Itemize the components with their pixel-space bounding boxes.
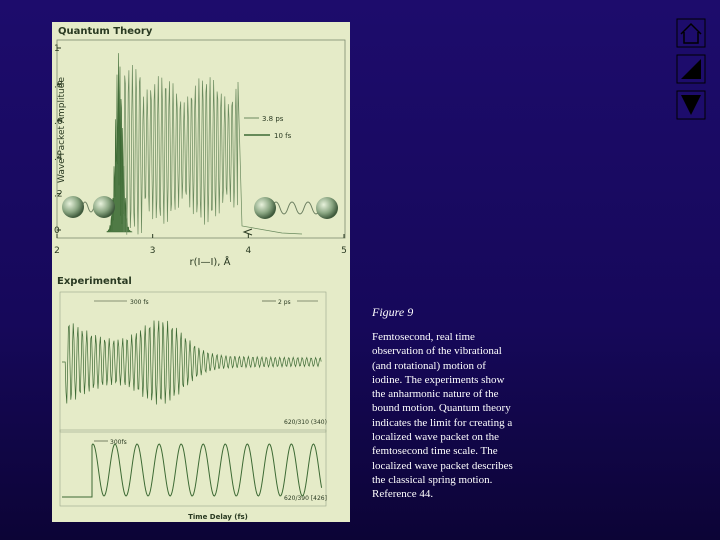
x-tick-label: 4 xyxy=(245,246,251,256)
molecule-right xyxy=(254,197,338,219)
bottom-frame-top xyxy=(59,291,327,433)
y-tick-label: 0 xyxy=(54,226,60,236)
navigation xyxy=(676,18,706,120)
packet-narrow xyxy=(106,53,133,233)
y-tick-label: .2 xyxy=(54,190,63,200)
figure: Quantum Theory Wave Packet Amplitude r(I… xyxy=(52,22,350,522)
annotation: 300fs xyxy=(110,439,127,446)
annotation: 300 fs xyxy=(130,299,149,306)
annotation: 620/390 [426] xyxy=(284,495,327,502)
annotation: 2 ps xyxy=(278,299,291,306)
home-button[interactable] xyxy=(676,18,706,48)
bottom-frame-bottom xyxy=(59,429,327,507)
experimental-trace xyxy=(62,443,323,498)
top-frame xyxy=(56,39,346,239)
bottom-waves xyxy=(62,320,323,498)
packet-broad xyxy=(123,65,303,235)
figure-background xyxy=(52,22,350,522)
x-tick-label: 5 xyxy=(341,246,347,256)
y-tick-label: .8 xyxy=(54,80,63,90)
bottom-title: Experimental xyxy=(57,276,132,287)
arrow xyxy=(242,228,253,236)
top-waves xyxy=(106,53,303,235)
caption-label: Figure 9 xyxy=(372,305,414,319)
y-tick-label: .6 xyxy=(54,117,63,127)
annotation: 620/310 (340) xyxy=(284,419,327,426)
legend-entry: 3.8 ps xyxy=(262,115,284,123)
next-button[interactable] xyxy=(676,90,706,120)
experimental-trace xyxy=(62,320,322,405)
molecule-left xyxy=(62,196,115,218)
bottom-x-label: Time Delay (fs) xyxy=(188,513,248,521)
x-tick-label: 3 xyxy=(150,246,156,256)
x-tick-label: 2 xyxy=(54,246,60,256)
y-label: Wave Packet Amplitude xyxy=(57,77,67,183)
y-tick-label: .4 xyxy=(54,153,63,163)
x-label: r(I—I), Å xyxy=(189,255,230,268)
y-tick-label: 1 xyxy=(54,44,60,54)
caption-text: Femtosecond, real time observation of th… xyxy=(372,331,513,501)
legend-entry: 10 fs xyxy=(274,132,292,140)
top-title: Quantum Theory xyxy=(58,26,153,37)
previous-button[interactable] xyxy=(676,54,706,84)
